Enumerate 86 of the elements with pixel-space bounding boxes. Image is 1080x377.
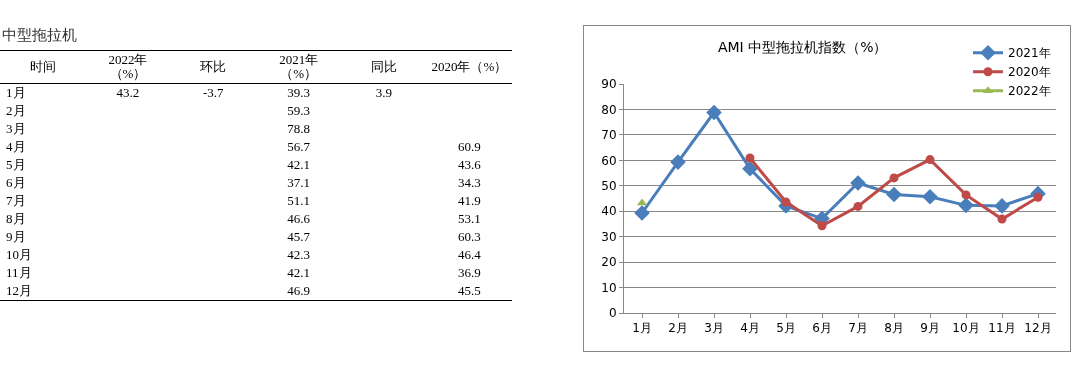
data-label: 78.8 xyxy=(286,120,311,138)
y-tick-label: 3月 xyxy=(5,120,27,138)
point xyxy=(994,198,1010,214)
chart-title: 中型拖拉机 xyxy=(2,26,77,45)
y-tick-label: 90 xyxy=(601,77,617,92)
point xyxy=(961,190,971,200)
data-label: 56.7 xyxy=(286,138,311,156)
data-label: 42.1 xyxy=(286,156,311,174)
data-label: 46.9 xyxy=(286,282,311,300)
y-tick-label: 40 xyxy=(601,204,617,219)
y-tick-label: 30 xyxy=(601,229,617,244)
point xyxy=(958,197,974,214)
legend-label: 2021年 xyxy=(1008,46,1051,61)
y-tick-label: 12月 xyxy=(5,282,33,300)
data-label: 60.9 xyxy=(456,138,482,156)
x-tick-label: 10月 xyxy=(952,321,980,336)
y-tick-label: 20 xyxy=(601,255,617,270)
point xyxy=(817,221,827,231)
point xyxy=(925,155,935,165)
y-tick-label: 9月 xyxy=(5,228,27,246)
data-label: 43.2 xyxy=(115,84,141,102)
y-axis-title: 时间 xyxy=(29,59,56,74)
data-label: 45.7 xyxy=(286,228,311,246)
y-tick-label: 60 xyxy=(601,153,617,168)
y-tick-label: 5月 xyxy=(5,156,27,174)
x-tick-label: 2021年（%） xyxy=(278,52,320,81)
y-tick-label: 4月 xyxy=(5,138,27,156)
data-label: 46.4 xyxy=(456,246,482,264)
point xyxy=(853,201,863,211)
y-tick-label: 70 xyxy=(601,128,617,143)
data-label: 45.5 xyxy=(456,282,482,300)
y-tick-label: 7月 xyxy=(5,192,27,210)
x-tick-label: 12月 xyxy=(1024,321,1052,336)
data-label: 43.6 xyxy=(456,156,482,174)
y-tick-label: 50 xyxy=(601,178,617,193)
y-tick-label: 1月 xyxy=(5,84,27,102)
data-label: 51.1 xyxy=(286,192,311,210)
point xyxy=(745,153,755,163)
data-label: 46.6 xyxy=(286,210,311,228)
point xyxy=(670,154,686,170)
data-label: 53.1 xyxy=(456,210,482,228)
x-tick-label: 6月 xyxy=(812,321,832,336)
x-tick-label: 环比 xyxy=(200,59,227,74)
point xyxy=(997,214,1007,224)
data-label: 36.9 xyxy=(456,264,482,282)
x-tick-label: 11月 xyxy=(988,321,1016,336)
data-label: 37.1 xyxy=(286,174,311,192)
x-tick-label: 2020年（%） xyxy=(431,59,508,74)
x-tick-label: 同比 xyxy=(370,59,397,74)
data-label: 39.3 xyxy=(286,84,311,102)
point xyxy=(886,186,902,203)
y-tick-label: 80 xyxy=(601,102,617,117)
data-label: 41.9 xyxy=(456,192,482,210)
y-tick-label: 6月 xyxy=(5,174,27,192)
x-tick-label: 3月 xyxy=(704,321,724,336)
data-label: -3.7 xyxy=(202,84,225,102)
y-tick-label: 0 xyxy=(608,306,617,321)
x-tick-label: 2022年（%） xyxy=(107,52,149,81)
legend-label: 2022年 xyxy=(1008,84,1051,99)
point xyxy=(706,104,722,121)
point xyxy=(922,188,938,205)
x-tick-label: 9月 xyxy=(920,321,940,336)
point xyxy=(850,175,866,191)
x-tick-label: 8月 xyxy=(884,321,904,336)
data-label: 59.3 xyxy=(286,102,311,120)
y-tick-label: 8月 xyxy=(5,210,27,228)
x-tick-label: 7月 xyxy=(848,321,868,336)
point xyxy=(889,173,899,183)
data-label: 42.3 xyxy=(286,246,311,264)
x-tick-label: 2月 xyxy=(668,321,688,336)
y-tick-label: 10月 xyxy=(5,246,33,264)
data-label: 60.3 xyxy=(456,228,482,246)
legend-label: 2020年 xyxy=(1008,65,1051,80)
y-tick-label: 10 xyxy=(601,280,617,295)
x-tick-label: 5月 xyxy=(776,321,796,336)
point xyxy=(634,205,650,221)
x-tick-label: 1月 xyxy=(632,321,652,336)
point xyxy=(781,197,791,207)
data-label: 34.3 xyxy=(456,174,482,192)
data-label: 42.1 xyxy=(286,264,311,282)
chart-title: AMI 中型拖拉机指数（%） xyxy=(717,39,888,56)
data-label: 3.9 xyxy=(374,84,394,102)
point xyxy=(742,160,758,177)
x-tick-label: 4月 xyxy=(740,321,760,336)
y-tick-label: 11月 xyxy=(5,264,33,282)
y-tick-label: 2月 xyxy=(5,102,27,120)
